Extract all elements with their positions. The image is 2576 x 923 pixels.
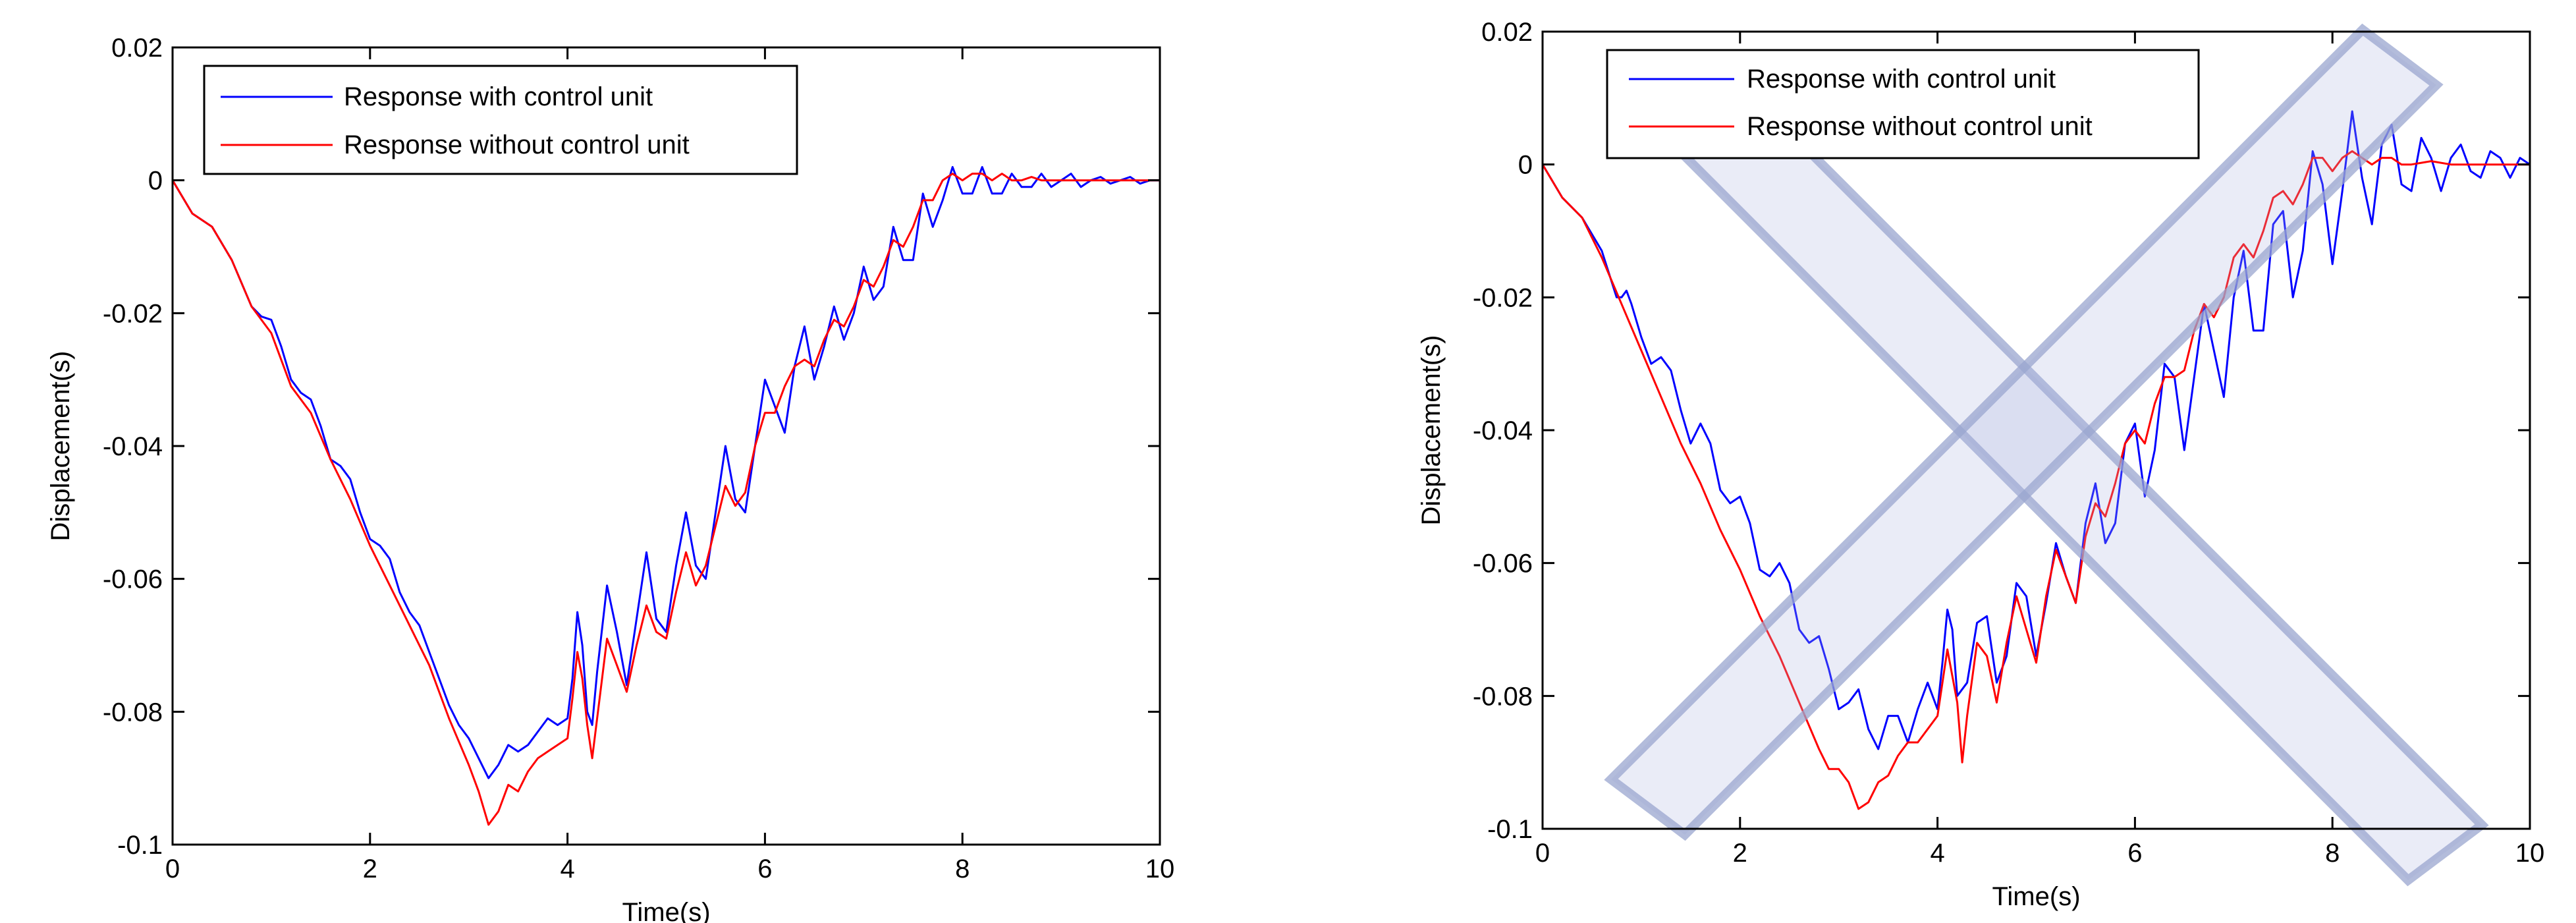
x-tick-label: 2 (363, 854, 377, 883)
y-tick-label: -0.02 (1473, 283, 1533, 312)
x-axis-label: Time(s) (1992, 882, 2080, 911)
chart-left: 0 2 4 6 8 10 0.02 0 -0.02 -0.04 -0.06 -0.08 -0.1 Tim… (46, 34, 1174, 923)
x-tick-label: 8 (2325, 839, 2340, 868)
x-tick-label: 8 (955, 854, 970, 883)
legend: Response with control unit Response with… (203, 65, 798, 175)
series-line-without-control (171, 173, 1160, 826)
y-tick-label: 0.02 (111, 34, 163, 63)
chart-right: 0 2 4 6 8 10 0.02 0 -0.02 -0.04 -0.06 -0.08 -0.1 Tim… (1417, 18, 2544, 911)
x-tick-label: 4 (560, 854, 574, 883)
series-line-without-control (1541, 150, 2530, 810)
y-tick-label: -0.04 (103, 432, 163, 461)
legend-box (203, 65, 798, 175)
series-layer (171, 166, 1160, 826)
series-layer (1541, 110, 2531, 810)
y-tick-label: -0.04 (1473, 416, 1533, 445)
y-tick-label: 0.02 (1481, 18, 1533, 47)
x-tick-label: 0 (1535, 839, 1550, 868)
x-axis-label: Time(s) (622, 898, 710, 923)
legend-label-without-control: Response without control unit (344, 130, 690, 159)
x-tick-label: 6 (2127, 839, 2142, 868)
x-mark-overlay (1604, 23, 2489, 887)
y-tick-label: 0 (1518, 151, 1533, 180)
y-tick-label: -0.1 (117, 831, 163, 860)
y-tick-label: -0.1 (1487, 815, 1533, 844)
y-tick-label: -0.06 (103, 565, 163, 594)
legend-label-with-control: Response with control unit (1747, 65, 2056, 94)
x-tick-label: 10 (2515, 839, 2545, 868)
legend-label-with-control: Response with control unit (344, 82, 653, 111)
x-mark-stroke-2 (1604, 23, 2444, 841)
y-tick-label: 0 (148, 167, 163, 196)
tick-layer: 0 2 4 6 8 10 0.02 0 -0.02 -0.04 -0.06 -0.08 -0.1 (103, 34, 1174, 883)
legend: Response with control unit Response with… (1606, 49, 2200, 159)
legend-label-without-control: Response without control unit (1747, 112, 2093, 141)
y-axis-label: Displacement(s) (46, 351, 75, 542)
legend-box (1606, 49, 2200, 159)
x-tick-label: 6 (757, 854, 772, 883)
y-tick-label: -0.08 (1473, 682, 1533, 711)
x-tick-label: 2 (1733, 839, 1747, 868)
x-tick-label: 10 (1145, 854, 1175, 883)
x-tick-label: 4 (1930, 839, 1944, 868)
y-axis-label: Displacement(s) (1417, 335, 1446, 526)
y-tick-label: -0.02 (103, 299, 163, 328)
y-tick-label: -0.08 (103, 698, 163, 727)
y-tick-label: -0.06 (1473, 549, 1533, 578)
tick-layer: 0 2 4 6 8 10 0.02 0 -0.02 -0.04 -0.06 -0.08 -0.1 (1473, 18, 2544, 868)
x-tick-label: 0 (165, 854, 180, 883)
series-line-with-control (171, 166, 1160, 779)
